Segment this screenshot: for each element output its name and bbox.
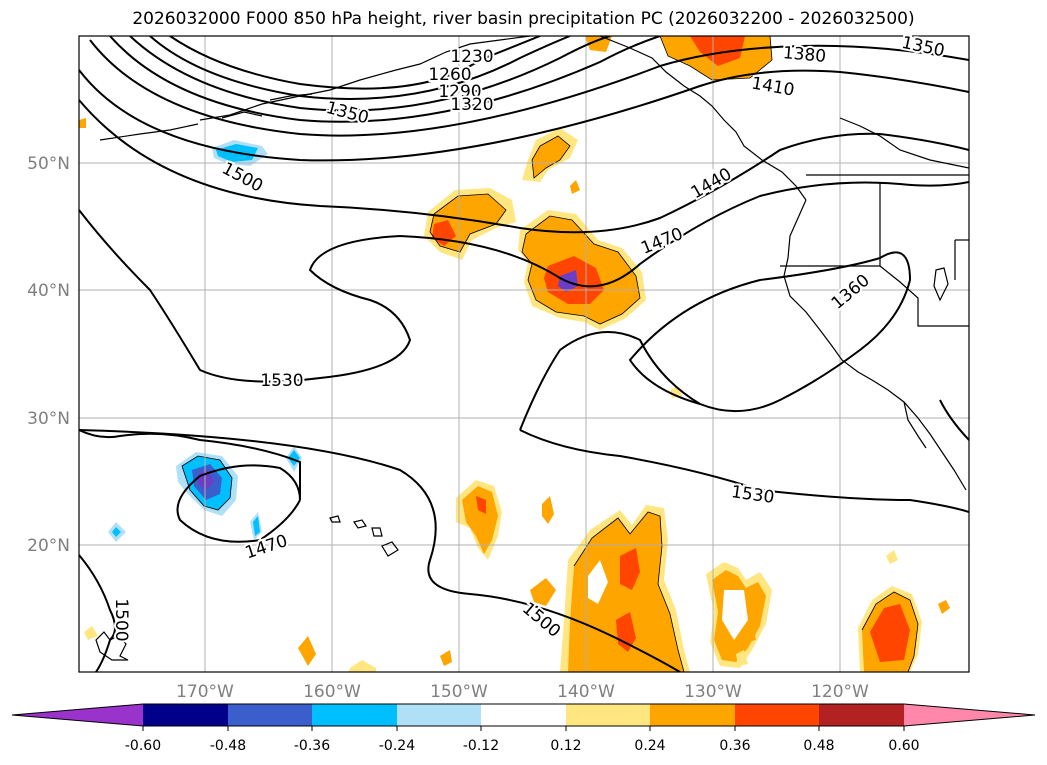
lon-label: 140°W <box>557 682 615 702</box>
lon-label: 160°W <box>303 682 361 702</box>
colorbar-tick-label: -0.48 <box>210 738 246 754</box>
colorbar: -0.60 -0.48 -0.36 -0.24 -0.12 0.12 0.24 … <box>11 703 1036 754</box>
lon-label: 120°W <box>811 682 869 702</box>
colorbar-tick-label: -0.60 <box>125 738 161 754</box>
colorbar-segment <box>397 704 481 726</box>
colorbar-segment <box>650 704 735 726</box>
map-content <box>79 36 969 672</box>
lat-label: 30°N <box>27 409 70 429</box>
contour-label: 1530 <box>260 371 303 391</box>
map-frame <box>78 35 970 673</box>
contour-label: 1320 <box>450 95 493 115</box>
colorbar-tick-label: 0.48 <box>803 738 834 754</box>
colorbar-tick-label: 0.60 <box>888 738 919 754</box>
colorbar-tick-label: 0.24 <box>634 738 665 754</box>
colorbar-tick-label: 0.36 <box>719 738 750 754</box>
colorbar-segment <box>566 704 650 726</box>
contour-label: 1500 <box>111 598 131 641</box>
lat-label: 20°N <box>27 536 70 556</box>
gridlines <box>79 36 969 672</box>
contour-label: 1380 <box>782 43 827 67</box>
lat-label: 50°N <box>27 154 70 174</box>
height-contours <box>79 36 969 672</box>
colorbar-segment <box>735 704 819 726</box>
colorbar-segment <box>143 704 228 726</box>
colorbar-tick-label: 0.12 <box>550 738 581 754</box>
lon-label: 150°W <box>430 682 488 702</box>
lat-label: 40°N <box>27 281 70 301</box>
colorbar-segment <box>481 704 566 726</box>
colorbar-segment <box>904 704 1035 726</box>
lon-label: 170°W <box>176 682 234 702</box>
lon-label: 130°W <box>684 682 742 702</box>
coastlines <box>95 36 969 661</box>
contour-label: 1290 <box>438 82 481 102</box>
colorbar-segment <box>12 704 143 726</box>
contour-label: 1260 <box>428 65 471 85</box>
precip-outline <box>181 36 919 672</box>
contour-label: 1230 <box>450 47 493 67</box>
colorbar-tick-label: -0.24 <box>379 738 415 754</box>
colorbar-segment <box>228 704 312 726</box>
colorbar-tick-label: -0.12 <box>463 738 499 754</box>
colorbar-segment <box>312 704 397 726</box>
colorbar-segment <box>819 704 904 726</box>
map-title: 2026032000 F000 850 hPa height, river ba… <box>132 9 915 29</box>
colorbar-tick-label: -0.36 <box>294 738 330 754</box>
map-panel <box>79 36 969 672</box>
